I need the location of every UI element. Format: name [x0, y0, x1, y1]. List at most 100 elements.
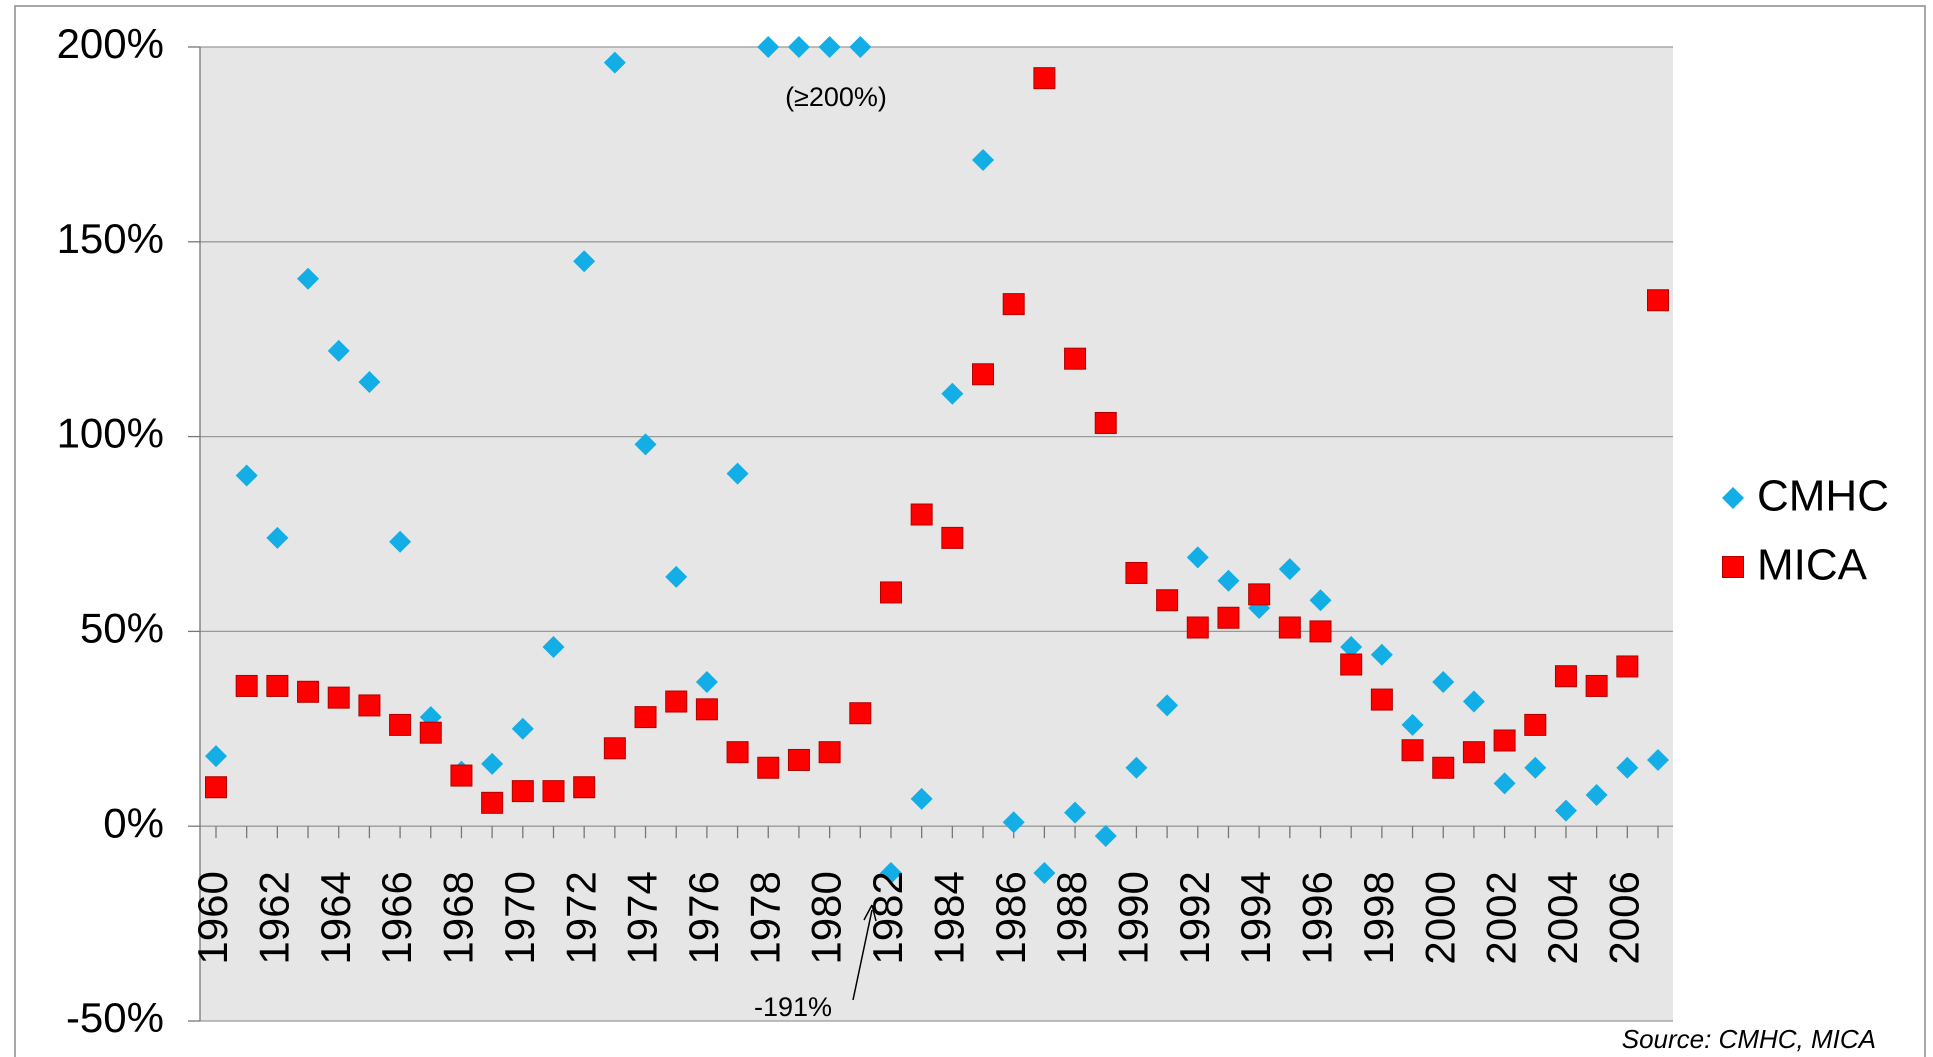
data-point	[266, 526, 289, 549]
x-tick-label: 1990	[1110, 871, 1157, 964]
data-point	[1033, 861, 1056, 884]
annotation-arrowhead	[863, 904, 877, 922]
x-tick-label: 1964	[312, 871, 359, 964]
data-point	[941, 382, 964, 405]
x-tick-label: 1960	[189, 871, 236, 964]
data-point	[1432, 756, 1455, 779]
data-point	[358, 371, 381, 394]
data-point	[358, 694, 381, 717]
data-point	[1340, 635, 1363, 658]
data-point	[1401, 713, 1424, 736]
data-point	[1554, 665, 1577, 688]
data-point	[665, 690, 688, 713]
data-point	[1248, 583, 1271, 606]
data-point	[726, 741, 749, 764]
data-point	[1432, 671, 1455, 694]
data-point	[695, 671, 718, 694]
x-tick-label: 1978	[741, 871, 788, 964]
x-tick-label: 2006	[1600, 871, 1647, 964]
data-point	[665, 565, 688, 588]
data-point	[1002, 811, 1025, 834]
x-tick-label: 1980	[803, 871, 850, 964]
data-point	[603, 737, 626, 760]
y-tick-label: 0%	[103, 799, 164, 846]
data-point	[972, 363, 995, 386]
x-tick-label: 1972	[557, 871, 604, 964]
y-tick-label: -50%	[66, 994, 164, 1041]
x-tick-label: 1998	[1355, 871, 1402, 964]
x-tick-label: 1992	[1171, 871, 1218, 964]
data-point	[634, 433, 657, 456]
grid	[188, 46, 1673, 1022]
data-point	[1064, 801, 1087, 824]
data-point	[1524, 756, 1547, 779]
data-point	[542, 635, 565, 658]
y-tick-label: 200%	[57, 20, 164, 67]
data-point	[1462, 690, 1485, 713]
data-point	[1647, 748, 1669, 771]
data-point	[573, 776, 596, 799]
legend-marker	[1722, 487, 1744, 509]
data-point	[818, 36, 841, 58]
data-point	[910, 503, 933, 526]
data-point	[787, 748, 810, 771]
data-point	[481, 752, 504, 775]
data-point	[297, 267, 320, 290]
data-point	[1186, 616, 1209, 639]
data-point	[1370, 688, 1393, 711]
data-point	[1554, 799, 1577, 822]
data-point	[1094, 411, 1117, 434]
data-point	[757, 756, 780, 779]
data-point	[972, 148, 995, 171]
data-point	[389, 713, 412, 736]
data-point	[419, 721, 442, 744]
data-point	[1493, 772, 1516, 795]
data-point	[1462, 741, 1485, 764]
data-point	[1370, 643, 1393, 666]
x-tick-label: 1988	[1048, 871, 1095, 964]
x-tick-label: 1996	[1294, 871, 1341, 964]
data-point	[1309, 589, 1332, 612]
data-point	[787, 36, 810, 58]
x-tick-label: 1982	[864, 871, 911, 964]
data-point	[1033, 67, 1056, 90]
data-point	[573, 250, 596, 273]
data-point	[1156, 694, 1179, 717]
chart-border	[14, 5, 1926, 1057]
data-point	[1309, 620, 1332, 643]
annotation-arrow	[852, 909, 873, 1001]
legend-label: MICA	[1757, 541, 1868, 590]
legend-marker	[1722, 556, 1744, 578]
data-point	[327, 686, 350, 709]
marks	[205, 36, 1669, 884]
data-point	[695, 698, 718, 721]
data-point	[879, 861, 902, 884]
x-tick-label: 1986	[987, 871, 1034, 964]
data-point	[542, 780, 565, 803]
data-point	[235, 674, 258, 697]
data-point	[389, 530, 412, 553]
x-tick-label: 1984	[925, 871, 972, 964]
x-tick-label: 1974	[619, 871, 666, 964]
x-tick-label: 1962	[250, 871, 297, 964]
data-point	[1647, 289, 1669, 312]
annotation: -191%	[754, 992, 832, 1022]
x-tick-label: 1976	[680, 871, 727, 964]
data-point	[1401, 739, 1424, 762]
y-tick-label: 100%	[57, 410, 164, 457]
data-point	[879, 581, 902, 604]
data-point	[1585, 674, 1608, 697]
data-point	[1002, 293, 1025, 316]
data-point	[205, 776, 227, 799]
y-tick-label: 150%	[57, 215, 164, 262]
legend-label: CMHC	[1757, 472, 1889, 521]
data-point	[603, 51, 626, 74]
data-point	[1524, 713, 1547, 736]
data-point	[1125, 756, 1148, 779]
data-point	[1217, 569, 1240, 592]
data-point	[327, 339, 350, 362]
data-point	[1186, 546, 1209, 569]
data-point	[511, 717, 534, 740]
data-point	[1340, 653, 1363, 676]
